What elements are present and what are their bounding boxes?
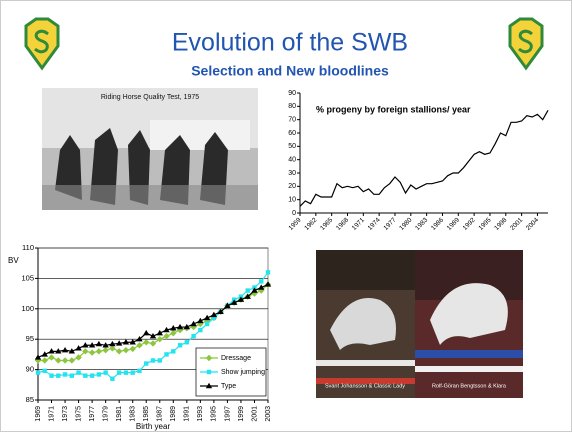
marker [246, 288, 250, 292]
marker [110, 377, 114, 381]
x-tick-label: 1973 [62, 406, 69, 422]
y-tick-label: 110 [22, 243, 34, 252]
marker [36, 370, 40, 374]
x-tick-label: 1975 [75, 406, 82, 422]
x-tick-label: 2001 [251, 406, 258, 422]
x-tick-label: 1985 [143, 406, 150, 422]
x-tick-label: 1993 [197, 406, 204, 422]
y-tick-label: 70 [288, 117, 296, 124]
x-tick-label: 1979 [102, 406, 109, 422]
y-tick-label: 100 [21, 304, 34, 313]
marker [63, 372, 67, 376]
photo-caption: Riding Horse Quality Test, 1975 [101, 94, 199, 101]
marker [124, 370, 128, 374]
y-tick-label: 85 [26, 395, 34, 404]
marker [137, 369, 141, 373]
y-tick-label: 95 [26, 334, 34, 343]
x-tick-label: 1989 [170, 406, 177, 422]
marker [178, 343, 182, 347]
x-tick-label: 1995 [211, 406, 218, 422]
marker [164, 352, 168, 356]
photo-caption: Svant Johansson & Classic Lady [325, 383, 405, 389]
chart-title: % progeny by foreign stallions/ year [316, 104, 471, 114]
y-tick-label: 80 [288, 103, 296, 110]
marker [56, 373, 60, 377]
marker [191, 334, 195, 338]
marker [103, 370, 107, 374]
x-axis-label: Birth year [136, 422, 171, 431]
marker [185, 340, 189, 344]
photo-jumping: Rolf-Göran Bengtsson & Klara [415, 250, 523, 398]
x-tick-label: 1969 [35, 406, 42, 422]
marker [207, 370, 211, 374]
y-tick-label: 90 [26, 365, 34, 374]
marker [158, 358, 162, 362]
marker [205, 322, 209, 326]
marker [83, 373, 87, 377]
x-tick-label: 1977 [89, 406, 96, 422]
x-tick-label: 2003 [265, 406, 272, 422]
legend-label: Type [221, 383, 236, 390]
y-tick-label: 90 [288, 90, 296, 97]
marker [49, 373, 53, 377]
y-tick-label: 0 [292, 210, 296, 217]
legend-label: Dressage [221, 355, 251, 362]
y-tick-label: 40 [288, 157, 296, 164]
photo-jumping: Svant Johansson & Classic Lady [316, 250, 415, 398]
marker [43, 369, 47, 373]
x-tick-label: 1971 [48, 406, 55, 422]
marker [90, 373, 94, 377]
slide-title: Evolution of the SWB [172, 29, 408, 57]
marker [70, 373, 74, 377]
x-tick-label: 1997 [224, 406, 231, 422]
y-tick-label: 30 [288, 170, 296, 177]
marker [266, 270, 270, 274]
marker [131, 370, 135, 374]
y-tick-label: 105 [21, 273, 34, 282]
y-tick-label: 60 [288, 130, 296, 137]
marker [171, 349, 175, 353]
marker [198, 328, 202, 332]
x-tick-label: 1999 [238, 406, 245, 422]
slide: Evolution of the SWB Selection and New b… [0, 0, 572, 432]
slide-subtitle: Selection and New bloodlines [191, 63, 389, 79]
marker [117, 370, 121, 374]
y-axis-label: BV [8, 256, 19, 265]
marker [151, 358, 155, 362]
y-tick-label: 10 [288, 197, 296, 204]
x-tick-label: 1981 [116, 406, 123, 422]
photo-riding-test: Riding Horse Quality Test, 1975 [42, 88, 258, 210]
marker [97, 372, 101, 376]
y-tick-label: 20 [288, 183, 296, 190]
marker [259, 279, 263, 283]
photo-caption: Rolf-Göran Bengtsson & Klara [432, 383, 507, 389]
x-tick-label: 1987 [157, 406, 164, 422]
x-tick-label: 1983 [130, 406, 137, 422]
y-tick-label: 50 [288, 143, 296, 150]
page: Evolution of the SWB Selection and New b… [0, 0, 572, 432]
marker [76, 370, 80, 374]
marker [144, 361, 148, 365]
x-tick-label: 1991 [184, 406, 191, 422]
legend-label: Show jumping [221, 369, 265, 376]
